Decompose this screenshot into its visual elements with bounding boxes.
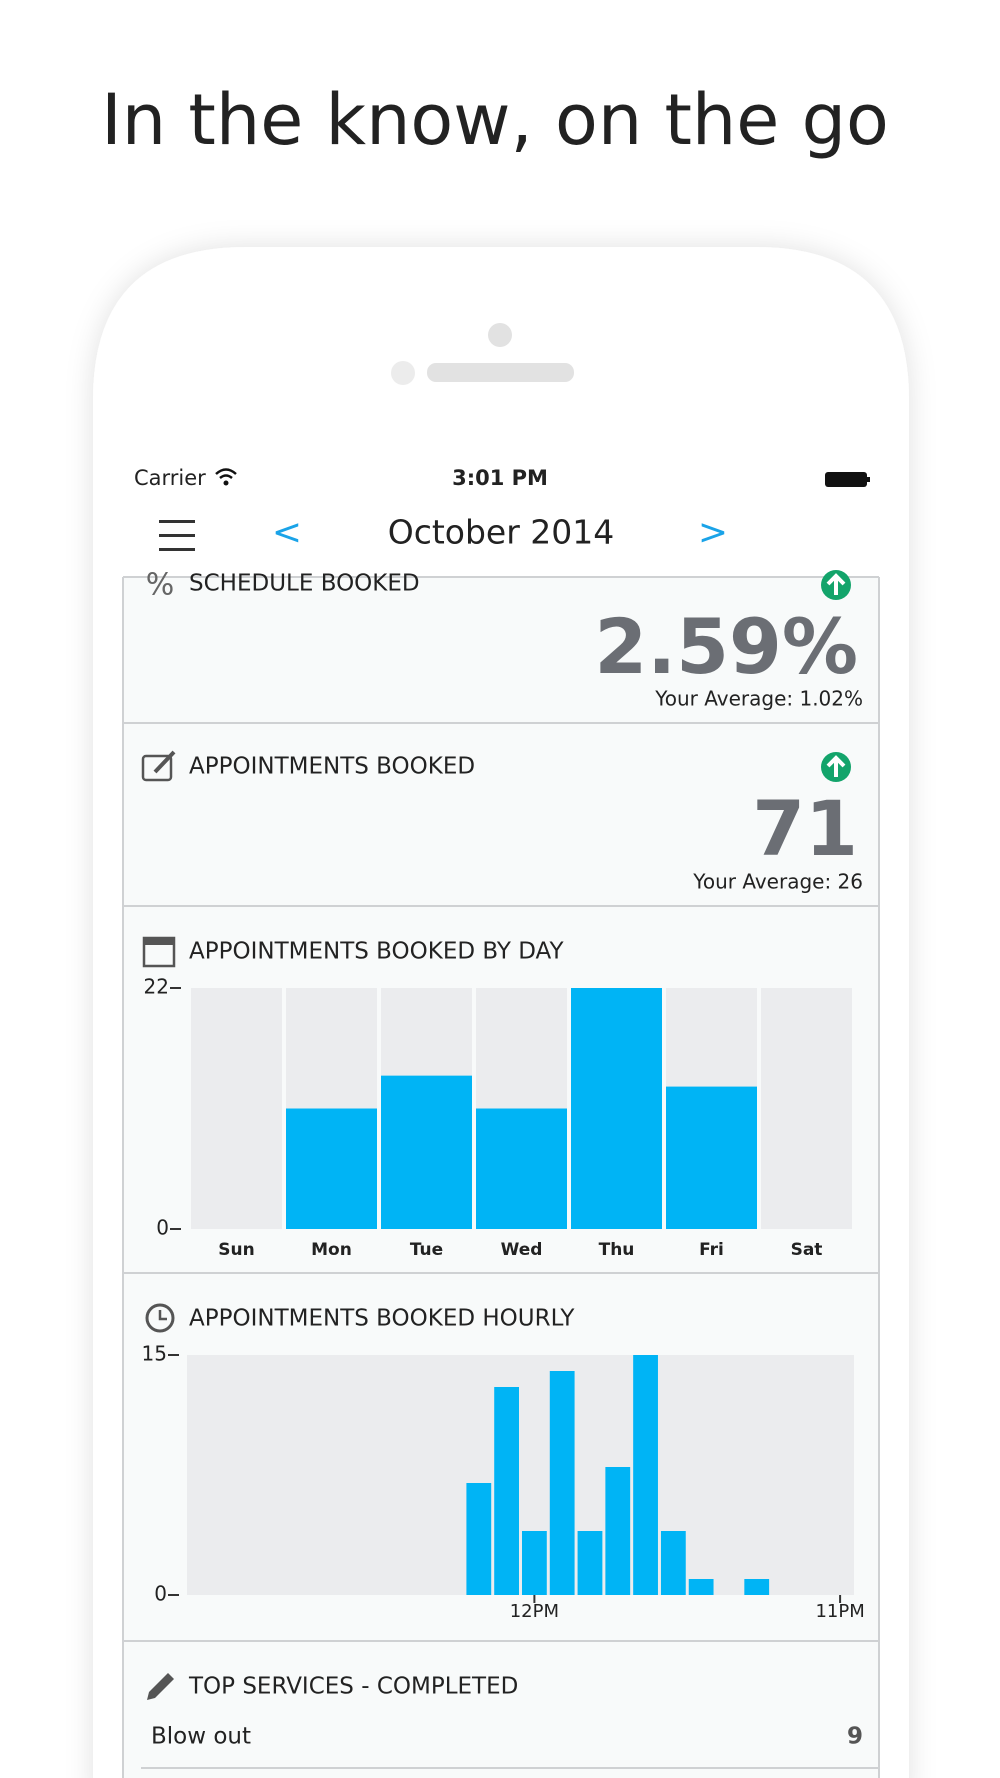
- edit-icon: [141, 754, 173, 782]
- service-count: 9: [847, 1724, 863, 1750]
- menu-line: [159, 520, 195, 523]
- clock-icon: [158, 1310, 167, 1321]
- nav-title: October 2014: [388, 513, 615, 552]
- percent-icon: %: [146, 568, 175, 603]
- wifi-icon: [215, 468, 237, 480]
- card-title: APPOINTMENTS BOOKED: [189, 754, 475, 780]
- x-tick-label: Sun: [218, 1240, 254, 1260]
- sensor: [391, 361, 415, 385]
- x-tick-label: Wed: [501, 1240, 543, 1260]
- x-tick-label: 12PM: [510, 1601, 559, 1622]
- x-tick-label: Mon: [311, 1240, 352, 1260]
- menu-button[interactable]: [159, 520, 195, 551]
- up-icon: [826, 573, 846, 595]
- battery-tip: [867, 477, 870, 482]
- wifi-icon: [223, 480, 229, 486]
- bar: [660, 1531, 686, 1595]
- bar: [571, 988, 662, 1229]
- bar: [688, 1579, 714, 1595]
- chart-title: APPOINTMENTS BOOKED BY DAY: [189, 939, 565, 965]
- calendar-icon: [144, 938, 174, 945]
- bar: [549, 1371, 575, 1595]
- y-tick-label: 15: [142, 1342, 167, 1366]
- up-icon: [826, 755, 846, 777]
- bar: [494, 1387, 519, 1595]
- bar: [286, 1108, 377, 1229]
- column-bg: [761, 988, 852, 1229]
- card-title: SCHEDULE BOOKED: [189, 571, 420, 597]
- speaker: [427, 363, 574, 382]
- bar: [633, 1355, 658, 1595]
- x-tick-label: Fri: [699, 1240, 724, 1260]
- bar: [666, 1086, 757, 1229]
- pencil-icon: [147, 1673, 174, 1700]
- y-tick-label: 22: [144, 975, 169, 999]
- camera: [488, 323, 512, 347]
- bar: [381, 1075, 472, 1229]
- prev-month[interactable]: <: [272, 512, 302, 553]
- x-tick-label: 11PM: [815, 1601, 864, 1622]
- battery: [825, 472, 867, 487]
- bar: [605, 1467, 631, 1595]
- card-value: 2.59%: [594, 602, 858, 691]
- service-name: Blow out: [151, 1724, 251, 1750]
- time: 3:01 PM: [452, 466, 548, 490]
- x-tick-label: Thu: [599, 1240, 635, 1260]
- carrier: Carrier: [134, 466, 206, 490]
- bar: [466, 1483, 492, 1595]
- menu-line: [159, 534, 195, 537]
- next-month[interactable]: >: [698, 512, 728, 553]
- bar: [744, 1579, 770, 1595]
- bar: [577, 1531, 603, 1595]
- x-tick-label: Sat: [791, 1240, 823, 1260]
- y-tick-label: 0: [156, 1216, 169, 1240]
- edit-icon: [153, 750, 176, 774]
- bar: [522, 1531, 547, 1595]
- x-tick-label: Tue: [410, 1240, 443, 1260]
- menu-line: [159, 548, 195, 551]
- bar: [476, 1108, 567, 1229]
- card-average: Your Average: 1.02%: [654, 687, 863, 711]
- card-average: Your Average: 26: [692, 870, 863, 894]
- chart-title: APPOINTMENTS BOOKED HOURLY: [189, 1306, 575, 1332]
- plot-bg: [187, 1355, 854, 1595]
- column-bg: [191, 988, 282, 1229]
- section-title: TOP SERVICES - COMPLETED: [188, 1674, 518, 1700]
- y-tick-label: 0: [154, 1582, 167, 1606]
- clock-icon: [145, 1303, 175, 1333]
- card-value: 71: [752, 784, 858, 873]
- headline: In the know, on the go: [101, 79, 889, 161]
